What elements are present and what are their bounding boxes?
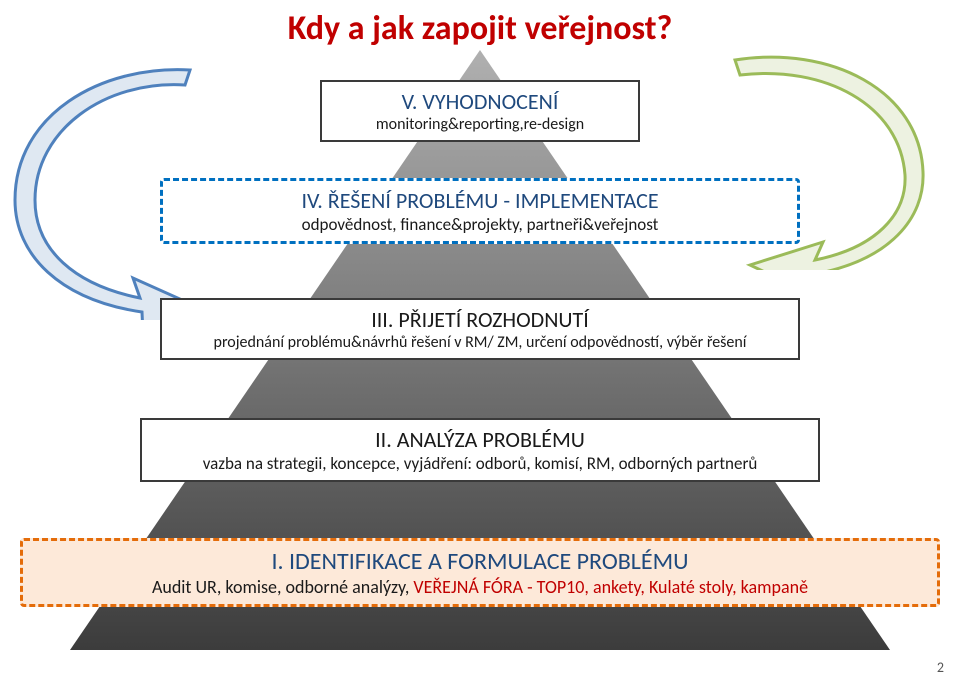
level-1-heading: I. IDENTIFIKACE A FORMULACE PROBLÉMU [33,547,927,576]
level-1-sub-highlight: VEŘEJNÁ FÓRA - TOP10, ankety, Kulaté sto… [413,576,808,598]
level-4-box: IV. ŘEŠENÍ PROBLÉMU - IMPLEMENTACE odpov… [160,178,800,244]
level-3-box: III. PŘIJETÍ ROZHODNUTÍ projednání probl… [160,298,800,360]
level-5-sub: monitoring&reporting,re-design [332,115,628,134]
level-1-box: I. IDENTIFIKACE A FORMULACE PROBLÉMU Aud… [20,538,940,607]
level-5-heading: V. VYHODNOCENÍ [332,88,628,115]
level-2-sub: vazba na strategii, koncepce, vyjádření:… [152,453,808,474]
level-2-heading: II. ANALÝZA PROBLÉMU [152,426,808,453]
pyramid-diagram: V. VYHODNOCENÍ monitoring&reporting,re-d… [0,50,960,670]
level-1-sub-before: Audit UR, komise, odborné analýzy, [152,576,413,598]
level-1-sub: Audit UR, komise, odborné analýzy, VEŘEJ… [33,576,927,598]
level-3-heading: III. PŘIJETÍ ROZHODNUTÍ [172,306,788,333]
level-2-box: II. ANALÝZA PROBLÉMU vazba na strategii,… [140,418,820,482]
page-title: Kdy a jak zapojit veřejnost? [0,0,960,49]
page-number: 2 [937,659,944,676]
level-4-sub: odpovědnost, finance&projekty, partneři&… [173,214,787,235]
level-5-box: V. VYHODNOCENÍ monitoring&reporting,re-d… [320,80,640,142]
level-3-sub: projednání problému&návrhů řešení v RM/ … [172,333,788,352]
level-4-heading: IV. ŘEŠENÍ PROBLÉMU - IMPLEMENTACE [173,187,787,214]
